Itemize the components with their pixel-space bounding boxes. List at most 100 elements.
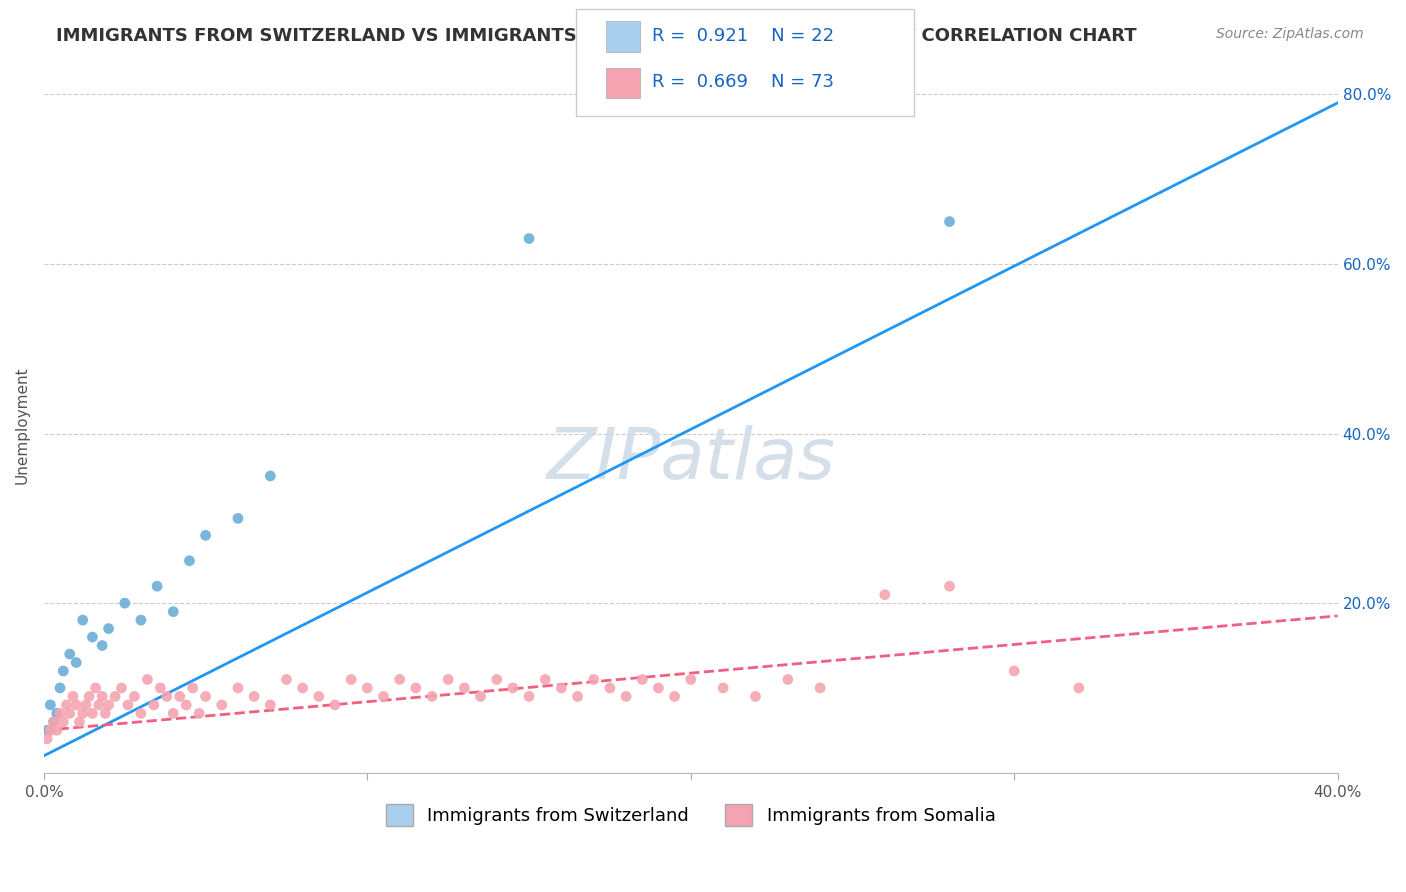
Point (226, 681, 249, 695)
Point (49, 706, 72, 721)
Point (517, 690, 540, 704)
Text: ZIPatlas: ZIPatlas (547, 425, 835, 494)
Point (59, 647, 82, 661)
Point (65, 698, 87, 712)
Point (873, 588, 896, 602)
Point (65, 656, 87, 670)
Point (104, 690, 127, 704)
Point (388, 673, 411, 687)
Point (45, 723, 67, 738)
Point (169, 690, 191, 704)
Point (42, 714, 65, 729)
Point (485, 673, 508, 687)
Point (136, 673, 159, 687)
Point (156, 690, 179, 704)
Point (49, 681, 72, 695)
Point (437, 673, 460, 687)
Point (52, 664, 75, 678)
Point (517, 231, 540, 245)
Point (276, 673, 298, 687)
Point (59, 706, 82, 721)
Point (42, 714, 65, 729)
Point (373, 690, 395, 704)
Point (188, 706, 211, 721)
Point (938, 214, 960, 228)
Point (420, 690, 443, 704)
Point (194, 528, 217, 542)
Point (582, 673, 605, 687)
Point (308, 690, 330, 704)
Point (142, 698, 165, 712)
Point (808, 681, 831, 695)
Point (744, 690, 766, 704)
Point (211, 698, 233, 712)
Point (162, 706, 184, 721)
Point (82, 706, 104, 721)
Point (72, 706, 94, 721)
Point (39, 698, 62, 712)
Point (711, 681, 734, 695)
Point (259, 469, 281, 483)
Point (1002, 664, 1025, 678)
Point (129, 706, 152, 721)
Point (75, 698, 97, 712)
Text: Source: ZipAtlas.com: Source: ZipAtlas.com (1216, 27, 1364, 41)
Point (84, 681, 107, 695)
Point (162, 605, 184, 619)
Point (550, 681, 572, 695)
Point (94, 706, 117, 721)
Point (55, 698, 77, 712)
Point (323, 698, 346, 712)
Point (647, 681, 669, 695)
Point (291, 681, 314, 695)
Point (97, 698, 120, 712)
Point (405, 681, 427, 695)
Point (129, 613, 152, 627)
Point (194, 690, 217, 704)
Point (39, 723, 62, 738)
Text: IMMIGRANTS FROM SWITZERLAND VS IMMIGRANTS FROM SOMALIA UNEMPLOYMENT CORRELATION : IMMIGRANTS FROM SWITZERLAND VS IMMIGRANT… (56, 27, 1137, 45)
Point (91, 690, 114, 704)
Point (664, 690, 686, 704)
Point (567, 690, 589, 704)
Point (146, 579, 169, 593)
Point (82, 630, 104, 644)
Point (1067, 681, 1090, 695)
Point (340, 673, 363, 687)
Text: R =  0.669    N = 73: R = 0.669 N = 73 (652, 73, 834, 91)
Point (179, 554, 201, 568)
Point (114, 596, 136, 610)
Point (124, 690, 146, 704)
Point (502, 681, 524, 695)
Point (470, 690, 492, 704)
Point (97, 622, 120, 636)
Point (776, 673, 799, 687)
Point (37, 723, 59, 738)
Point (69, 714, 91, 729)
Text: R =  0.921    N = 22: R = 0.921 N = 22 (652, 27, 835, 45)
Point (938, 579, 960, 593)
Point (174, 698, 197, 712)
Point (52, 714, 75, 729)
Point (679, 673, 702, 687)
Y-axis label: Unemployment: Unemployment (15, 367, 30, 483)
Point (37, 731, 59, 746)
Legend: Immigrants from Switzerland, Immigrants from Somalia: Immigrants from Switzerland, Immigrants … (378, 797, 1002, 833)
Point (62, 690, 84, 704)
Point (72, 613, 94, 627)
Point (149, 681, 172, 695)
Point (614, 690, 637, 704)
Point (453, 681, 475, 695)
Point (181, 681, 204, 695)
Point (91, 639, 114, 653)
Point (77, 690, 100, 704)
Point (599, 681, 621, 695)
Point (226, 511, 249, 525)
Point (259, 698, 281, 712)
Point (110, 681, 132, 695)
Point (356, 681, 378, 695)
Point (117, 698, 139, 712)
Point (534, 673, 557, 687)
Point (45, 706, 67, 721)
Point (87, 698, 110, 712)
